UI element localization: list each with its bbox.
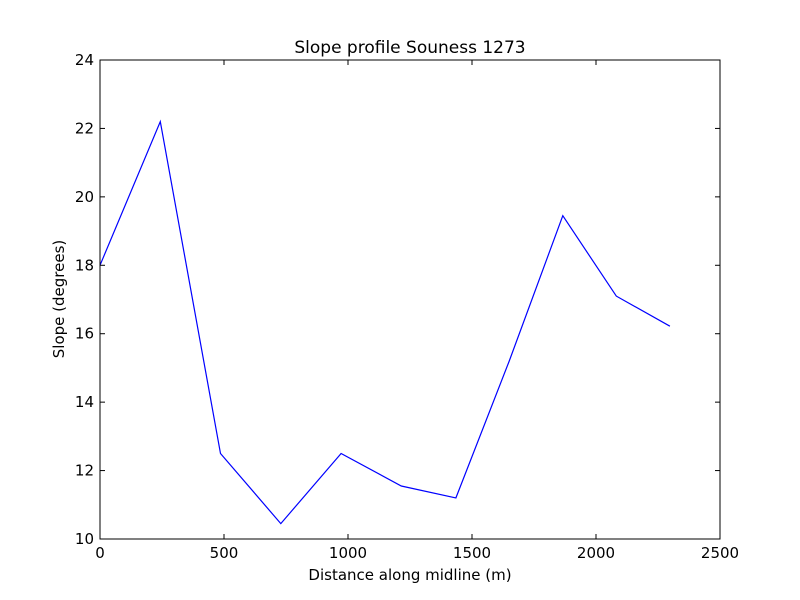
- x-tick-label: 2000: [577, 544, 615, 562]
- x-tick-label: 0: [95, 544, 105, 562]
- y-tick-label: 14: [75, 393, 94, 411]
- chart-title: Slope profile Souness 1273: [294, 38, 525, 58]
- plot-frame: [99, 59, 721, 540]
- x-tick-label: 2500: [701, 544, 739, 562]
- y-tick-label: 18: [75, 256, 94, 274]
- series-line-0: [99, 119, 671, 525]
- axis-ticks: 0 500 1000 1500 2000 2500 10 12 14 16 18 20 22 24: [75, 51, 739, 562]
- y-tick-label: 22: [75, 119, 94, 137]
- y-tick-label: 12: [75, 462, 94, 480]
- y-tick-label: 24: [75, 51, 94, 69]
- y-tick-label: 20: [75, 188, 94, 206]
- y-tick-label: 16: [75, 325, 94, 343]
- x-tick-label: 1500: [453, 544, 491, 562]
- y-tick-label: 10: [75, 530, 94, 548]
- y-axis-label: Slope (degrees): [50, 240, 68, 358]
- x-axis-label: Distance along midline (m): [308, 566, 511, 584]
- x-tick-label: 1000: [329, 544, 367, 562]
- x-tick-label: 500: [210, 544, 239, 562]
- series-group: [99, 119, 671, 525]
